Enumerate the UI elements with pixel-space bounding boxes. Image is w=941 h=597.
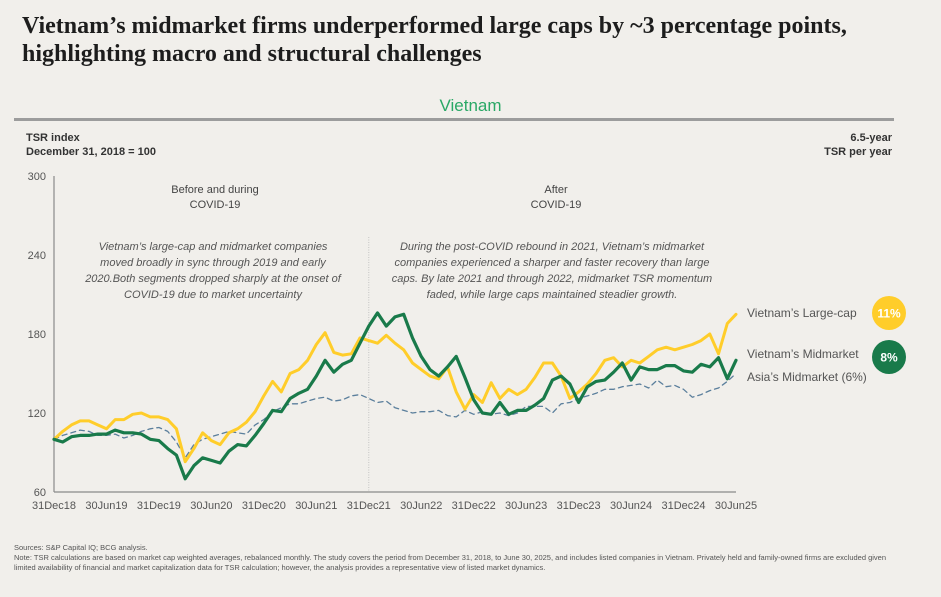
badge-label-midmarket: 8% — [880, 351, 898, 365]
y-tick-label: 180 — [28, 329, 46, 341]
y-tick-label: 240 — [28, 250, 46, 262]
x-tick-label: 30Jun21 — [295, 500, 337, 512]
header-divider — [14, 118, 894, 121]
x-tick-label: 31Dec19 — [137, 500, 181, 512]
annotation-text: companies experienced a sharper and fast… — [395, 257, 710, 269]
y-axis-label: TSR index December 31, 2018 = 100 — [26, 131, 156, 159]
annotation-text: caps. By late 2021 and through 2022, mid… — [392, 273, 712, 285]
annotation-text: moved broadly in sync through 2019 and e… — [100, 257, 327, 269]
legend-label-asia-midmarket: Asia’s Midmarket (6%) — [747, 370, 867, 384]
note-text: Note: TSR calculations are based on mark… — [14, 553, 887, 572]
x-tick-label: 31Dec23 — [557, 500, 601, 512]
tsr-column-label: 6.5-year TSR per year — [824, 131, 892, 159]
legend-label-midmarket: Vietnam’s Midmarket — [747, 347, 859, 361]
badge-midmarket — [872, 340, 906, 374]
x-tick-label: 31Dec24 — [662, 500, 706, 512]
badge-large-cap — [872, 296, 906, 330]
tsr-column-label-line1: 6.5-year — [850, 132, 892, 144]
x-tick-label: 31Dec21 — [347, 500, 391, 512]
y-tick-label: 120 — [28, 408, 46, 420]
x-tick-label: 30Jun24 — [610, 500, 652, 512]
annotation-text: Vietnam’s large-cap and midmarket compan… — [99, 241, 328, 253]
annotation-text: faded, while large caps maintained stead… — [427, 289, 678, 301]
y-axis-label-line2: December 31, 2018 = 100 — [26, 146, 156, 158]
chart-subtitle: Vietnam — [439, 96, 502, 115]
x-tick-label: 30Jun19 — [85, 500, 127, 512]
x-tick-label: 31Dec20 — [242, 500, 286, 512]
series-line-asia-midmarket — [53, 372, 737, 459]
period-label: COVID-19 — [190, 199, 241, 211]
x-tick-label: 30Jun23 — [505, 500, 547, 512]
y-tick-label: 300 — [28, 171, 46, 183]
legend-label-large-cap: Vietnam’s Large-cap — [747, 306, 857, 320]
period-label: COVID-19 — [531, 199, 582, 211]
page-title: Vietnam’s midmarket firms underperformed… — [22, 13, 847, 67]
footnotes: Sources: S&P Capital IQ; BCG analysis. N… — [14, 543, 894, 573]
tsr-line-chart: 60 120 180 240 300 31Dec18 30Jun19 31Dec19 30Jun… — [28, 171, 906, 512]
period-label: Before and during — [171, 184, 258, 196]
sources-text: Sources: S&P Capital IQ; BCG analysis. — [14, 543, 148, 552]
x-tick-label: 30Jun25 — [715, 500, 757, 512]
tsr-column-label-line2: TSR per year — [824, 146, 892, 158]
annotation-text: COVID-19 due to market uncertainty — [124, 289, 303, 301]
annotation-text: During the post-COVID rebound in 2021, V… — [400, 241, 705, 253]
series-line-midmarket — [52, 311, 738, 481]
x-tick-label: 30Jun22 — [400, 500, 442, 512]
badge-label-large-cap: 11% — [877, 307, 901, 321]
x-tick-label: 31Dec22 — [452, 500, 496, 512]
y-tick-label: 60 — [34, 487, 46, 499]
annotation-text: 2020.Both segments dropped sharply at th… — [84, 273, 342, 285]
y-axis-label-line1: TSR index — [26, 132, 80, 144]
period-label: After — [544, 184, 568, 196]
x-tick-label: 31Dec18 — [32, 500, 76, 512]
x-tick-label: 30Jun20 — [190, 500, 232, 512]
series-line-large-cap — [52, 312, 738, 464]
